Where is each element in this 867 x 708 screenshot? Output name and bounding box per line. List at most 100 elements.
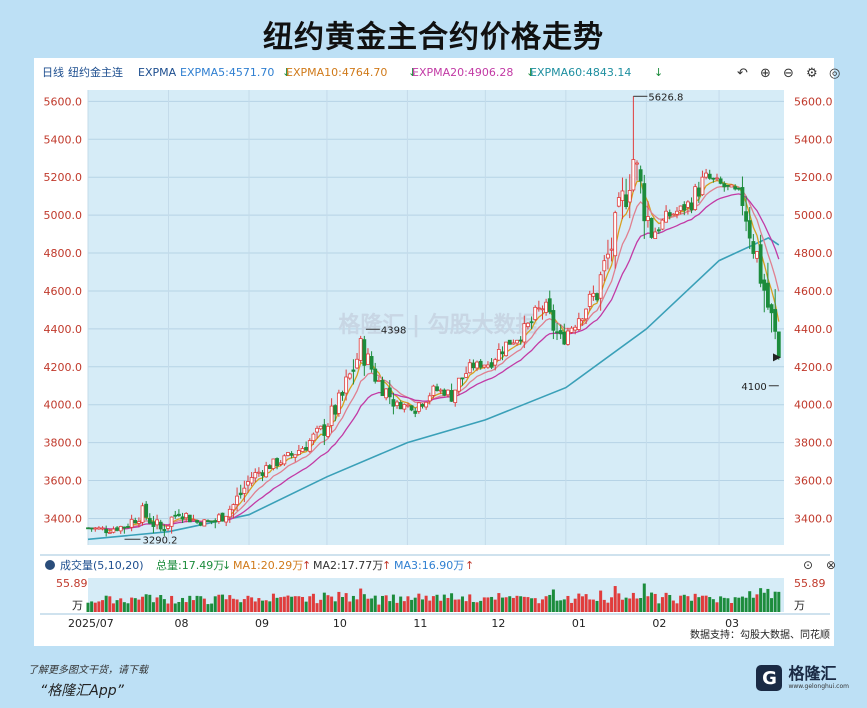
volume-bar bbox=[700, 595, 704, 612]
volume-bar bbox=[206, 604, 210, 612]
volume-bar bbox=[311, 593, 315, 612]
volume-bar bbox=[108, 596, 112, 612]
candle-body bbox=[347, 373, 352, 379]
source-note: 数据支持：勾股大数据、同花顺 bbox=[690, 628, 830, 641]
y-tick-label-left: 4400.0 bbox=[44, 323, 83, 336]
candle-body bbox=[118, 525, 123, 532]
volume-bar bbox=[173, 603, 177, 612]
candle-body bbox=[729, 184, 734, 188]
volume-bar bbox=[642, 583, 646, 612]
candle-body bbox=[475, 361, 479, 369]
candle-body bbox=[576, 318, 581, 330]
volume-bar bbox=[119, 598, 123, 612]
candle-body bbox=[413, 410, 418, 414]
y-tick-label-left: 5000.0 bbox=[44, 209, 83, 222]
down-arrow-icon: ↓ bbox=[222, 559, 231, 572]
volume-bar bbox=[573, 598, 577, 612]
volume-bar bbox=[490, 596, 494, 612]
candle-body bbox=[260, 472, 265, 476]
candle-body bbox=[282, 455, 287, 465]
candle-body bbox=[526, 322, 530, 327]
candle-body bbox=[329, 405, 334, 426]
candle-body bbox=[184, 513, 189, 519]
volume-bar bbox=[580, 596, 584, 612]
volume-ma2: MA2:17.77万 bbox=[313, 559, 383, 572]
candle-body bbox=[678, 205, 683, 211]
volume-bar bbox=[395, 602, 399, 612]
candle-body bbox=[467, 362, 472, 374]
volume-bar bbox=[697, 597, 701, 612]
x-tick-label: 03 bbox=[725, 617, 739, 630]
volume-bar bbox=[151, 602, 155, 612]
candle-body bbox=[180, 516, 185, 520]
volume-bar bbox=[559, 600, 563, 612]
candle-body bbox=[558, 330, 563, 335]
volume-bar bbox=[268, 601, 272, 612]
volume-bar bbox=[737, 597, 741, 612]
volume-bar bbox=[148, 594, 152, 612]
expma-label: EXPMA bbox=[138, 66, 177, 79]
expma-value: EXPMA20:4906.28 bbox=[412, 66, 513, 79]
candle-body bbox=[489, 362, 494, 368]
candle-body bbox=[275, 458, 279, 467]
y-tick-label-left: 4000.0 bbox=[44, 399, 83, 412]
candle-body bbox=[166, 525, 170, 529]
volume-bar bbox=[657, 603, 661, 612]
volume-bar bbox=[275, 597, 279, 612]
candle-body bbox=[591, 292, 596, 297]
volume-bar bbox=[591, 599, 595, 612]
candle-body bbox=[242, 487, 247, 494]
candle-body bbox=[707, 173, 712, 179]
volume-bar bbox=[544, 596, 548, 612]
volume-bar bbox=[675, 603, 679, 612]
annotation-low-start: 3290.2 bbox=[143, 535, 178, 546]
volume-bar bbox=[751, 597, 755, 612]
up-arrow-icon: ↑ bbox=[382, 559, 391, 572]
candle-body bbox=[300, 448, 305, 452]
candle-body bbox=[304, 447, 309, 451]
zoom-out-icon: ⊖ bbox=[783, 66, 794, 81]
volume-bar bbox=[308, 596, 312, 612]
candle-body bbox=[769, 304, 774, 314]
candle-body bbox=[773, 309, 778, 332]
volume-bar bbox=[155, 597, 159, 612]
volume-bar bbox=[537, 603, 541, 612]
brand-logo: G 格隆汇 www.gelonghui.com bbox=[756, 661, 849, 695]
up-arrow-icon: ↑ bbox=[465, 559, 474, 572]
candle-body bbox=[446, 389, 450, 396]
candle-body bbox=[391, 399, 396, 407]
expma-value: EXPMA5:4571.70 bbox=[180, 66, 274, 79]
volume-bar bbox=[606, 602, 610, 612]
volume-bar bbox=[457, 599, 461, 612]
volume-bar bbox=[468, 594, 472, 612]
volume-bar bbox=[595, 600, 599, 612]
volume-bar bbox=[424, 595, 428, 612]
volume-bar bbox=[420, 599, 424, 612]
plot-background bbox=[88, 90, 784, 545]
candle-body bbox=[635, 162, 639, 165]
volume-bar bbox=[362, 594, 366, 612]
candle-body bbox=[518, 339, 523, 342]
annotation-peak-oct: 4398 bbox=[381, 325, 406, 336]
candle-body bbox=[562, 331, 567, 345]
volume-bar bbox=[610, 597, 614, 612]
candle-body bbox=[529, 321, 534, 324]
candle-body bbox=[776, 331, 781, 358]
candle-body bbox=[213, 520, 218, 523]
volume-bar bbox=[766, 588, 770, 612]
volume-bar bbox=[551, 589, 555, 612]
volume-bar bbox=[137, 599, 141, 612]
volume-bar bbox=[493, 599, 497, 612]
volume-bar bbox=[635, 598, 639, 612]
y-tick-label-left: 5600.0 bbox=[44, 95, 83, 108]
candle-body bbox=[122, 526, 127, 529]
volume-bar bbox=[111, 603, 115, 612]
volume-bar bbox=[450, 593, 454, 612]
volume-bar bbox=[515, 595, 519, 612]
candle-body bbox=[722, 183, 727, 188]
volume-bar bbox=[304, 601, 308, 612]
y-tick-label-right: 5200.0 bbox=[794, 171, 833, 184]
candle-body bbox=[326, 425, 330, 437]
volume-bar bbox=[90, 601, 94, 612]
